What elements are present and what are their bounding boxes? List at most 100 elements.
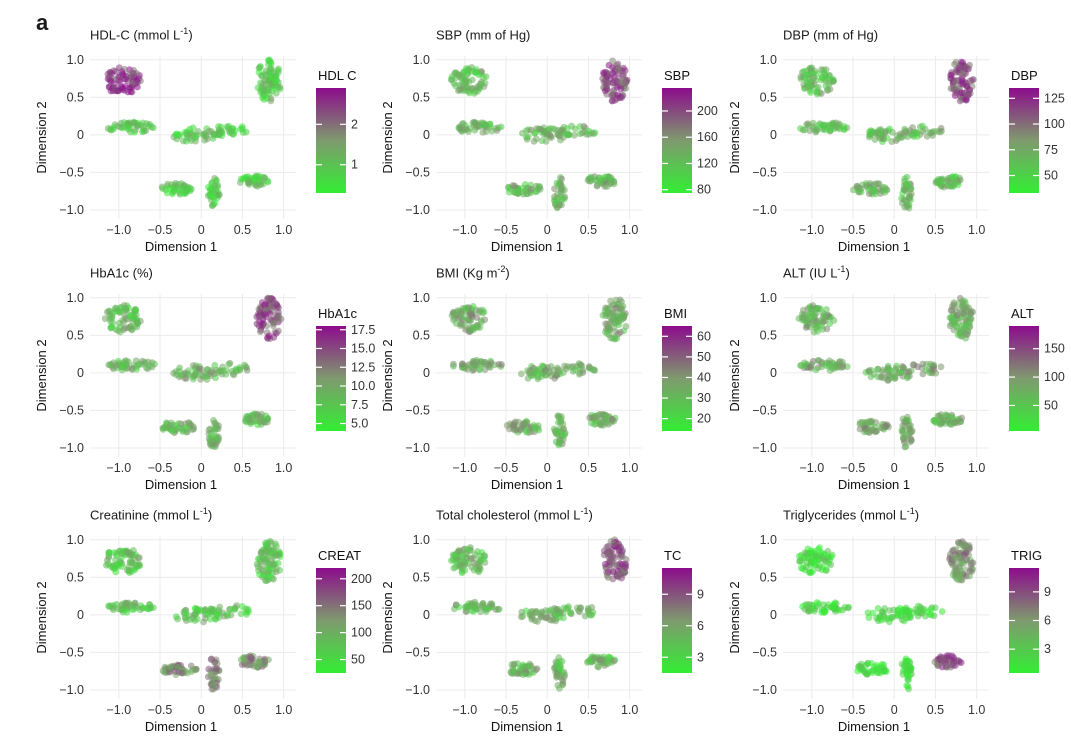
data-point (956, 176, 964, 184)
data-point (621, 563, 629, 571)
y-tick-label: 1.0 (413, 291, 430, 305)
color-scale-bar (1009, 88, 1039, 193)
data-point (947, 307, 955, 314)
y-tick-label: 0.5 (760, 570, 777, 584)
data-point (610, 417, 618, 425)
data-point (455, 547, 463, 554)
data-point (265, 656, 272, 664)
data-point (107, 126, 115, 134)
data-point (525, 369, 533, 377)
y-tick-label: 1.0 (67, 533, 84, 547)
data-point (172, 613, 180, 621)
data-point (807, 314, 814, 322)
data-point (866, 417, 874, 425)
data-point (587, 419, 595, 427)
data-point (551, 374, 559, 382)
data-point (144, 358, 152, 366)
x-tick-label: 0.5 (234, 223, 251, 237)
data-point (799, 306, 807, 314)
data-point (804, 120, 812, 128)
x-tick-label: −1.0 (106, 703, 131, 717)
data-point (531, 129, 538, 137)
data-point (236, 366, 244, 374)
x-tick-label: 0 (891, 703, 898, 717)
data-point (821, 315, 828, 323)
data-point (261, 174, 268, 182)
data-point (212, 440, 220, 448)
data-point (818, 322, 825, 330)
data-point (177, 372, 185, 379)
data-point (815, 121, 823, 129)
scatter-panel: BMI (Kg m-2) −1.0 −0.5 0 0.5 1.0 1.0 0.5 0 −0.5 −1… (380, 264, 727, 499)
data-point (546, 368, 553, 376)
data-point (112, 304, 119, 312)
data-point (577, 361, 584, 369)
legend-tick-label: 125 (1044, 91, 1065, 105)
legend-tick-label: 6 (697, 619, 704, 633)
data-point (872, 190, 880, 198)
data-point (865, 186, 872, 194)
data-point (121, 324, 128, 332)
data-point (464, 545, 472, 553)
data-point (133, 323, 141, 331)
data-point (959, 69, 967, 77)
y-tick-label: 0 (423, 366, 430, 380)
data-point (614, 64, 622, 72)
data-point (122, 361, 130, 369)
data-point (938, 175, 946, 183)
data-point (609, 308, 617, 316)
data-point (524, 133, 532, 141)
legend-tick-label: 9 (1044, 585, 1051, 599)
data-point (107, 323, 115, 331)
data-point (265, 294, 272, 302)
legend-tick-label: 80 (697, 183, 711, 197)
data-point (576, 608, 584, 616)
data-point (173, 130, 180, 138)
data-point (812, 320, 819, 328)
x-tick-label: 0 (891, 223, 898, 237)
y-tick-label: 0.5 (413, 328, 430, 342)
data-point (952, 58, 960, 66)
x-axis-label: Dimension 1 (838, 719, 910, 734)
data-point (617, 543, 625, 551)
scatter-panel: HDL-C (mmol L-1) −1.0 −0.5 0 0.5 1.0 1.0 0.5 0 −0… (34, 26, 381, 261)
data-point (597, 411, 605, 418)
chart-title: Total cholesterol (mmol L-1) (436, 506, 593, 522)
data-point (878, 373, 886, 381)
data-point (271, 299, 279, 307)
x-tick-label: −1.0 (452, 703, 477, 717)
y-tick-label: 0.5 (413, 570, 430, 584)
data-point (858, 665, 866, 673)
data-point (812, 366, 820, 374)
data-point (128, 312, 135, 320)
data-point (161, 424, 168, 432)
data-point (600, 69, 607, 77)
data-point (570, 131, 578, 139)
data-point (967, 314, 975, 322)
data-point (809, 302, 817, 309)
data-point (584, 606, 592, 614)
x-tick-label: −1.0 (452, 223, 477, 237)
data-point (890, 606, 897, 614)
scatter-plot: −1.0 −0.5 0 0.5 1.0 1.0 0.5 0 −0.5 −1.0 Dimension … (34, 53, 358, 254)
data-point (118, 601, 126, 609)
data-point (262, 412, 270, 420)
data-point (602, 418, 609, 426)
chart-title-text: HDL-C (mmol L (90, 27, 181, 43)
data-point (580, 122, 588, 130)
data-point (559, 678, 567, 686)
y-tick-label: 1.0 (760, 53, 777, 67)
legend-tick-label: 20 (697, 412, 711, 426)
data-point (275, 65, 283, 73)
data-point (813, 88, 821, 96)
legend-title: HbA1c (318, 306, 358, 321)
y-tick-label: −0.5 (405, 403, 430, 417)
data-point (807, 363, 814, 371)
legend-tick-label: 9 (697, 587, 704, 601)
legend-title: HDL C (318, 68, 357, 83)
y-tick-label: 0 (770, 366, 777, 380)
data-point (448, 557, 455, 565)
scatter-plot: −1.0 −0.5 0 0.5 1.0 1.0 0.5 0 −0.5 −1.0 Dimension … (34, 533, 372, 734)
data-point (132, 551, 140, 558)
x-axis-label: Dimension 1 (145, 719, 217, 734)
